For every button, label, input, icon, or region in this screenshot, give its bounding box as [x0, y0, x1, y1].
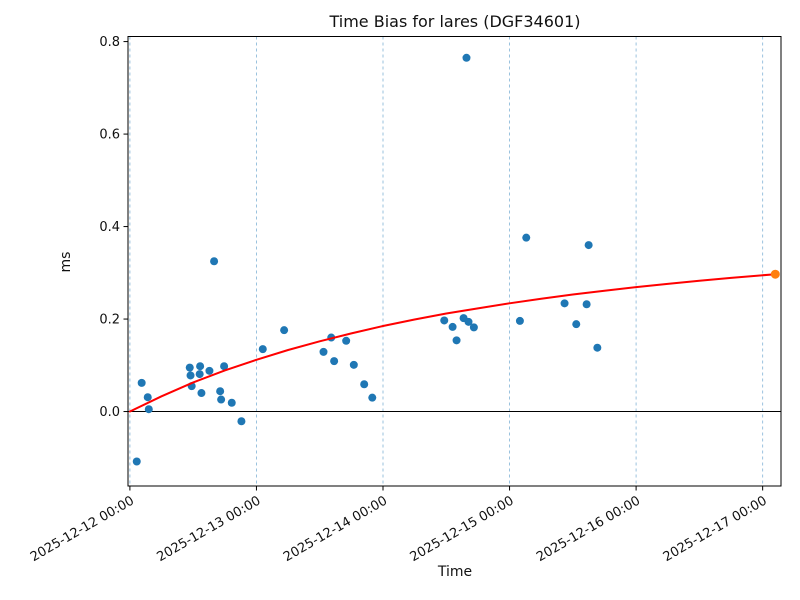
- chart-title: Time Bias for lares (DGF34601): [329, 12, 581, 31]
- scatter-point: [560, 299, 569, 308]
- y-axis-label: ms: [58, 251, 74, 273]
- scatter-point: [342, 336, 351, 345]
- scatter-point: [330, 357, 339, 366]
- scatter-point: [220, 362, 229, 371]
- x-tick-label: 2025-12-14 00:00: [281, 493, 390, 565]
- scatter-point: [368, 393, 377, 402]
- plot-border: [127, 36, 782, 487]
- scatter-point: [196, 362, 205, 371]
- scatter-point: [258, 345, 267, 354]
- scatter-point: [593, 343, 602, 352]
- scatter-point: [319, 347, 328, 356]
- y-tick-label: 0.0: [99, 405, 120, 420]
- scatter-point: [462, 53, 471, 62]
- scatter-point: [227, 398, 236, 407]
- fit-curve: [128, 273, 777, 413]
- scatter-point: [452, 336, 461, 345]
- scatter-point: [205, 366, 214, 375]
- scatter-point: [448, 322, 457, 331]
- scatter-point: [360, 380, 369, 389]
- scatter-point: [186, 371, 195, 380]
- x-tick-label: 2025-12-15 00:00: [408, 493, 517, 565]
- y-tick-label: 0.4: [99, 220, 120, 235]
- scatter-point: [464, 317, 473, 326]
- prediction-point: [770, 269, 780, 279]
- scatter-point: [143, 393, 152, 402]
- scatter-point: [144, 405, 153, 414]
- scatter-point: [217, 395, 226, 404]
- scatter-point: [469, 323, 478, 332]
- scatter-point: [582, 300, 591, 309]
- scatter-point: [440, 316, 449, 325]
- scatter-point: [210, 257, 219, 266]
- x-tick-label: 2025-12-12 00:00: [28, 493, 137, 565]
- scatter-point: [216, 387, 225, 396]
- x-tick-label: 2025-12-16 00:00: [534, 493, 643, 565]
- scatter-point: [584, 241, 593, 250]
- scatter-point: [515, 316, 524, 325]
- x-tick-label: 2025-12-13 00:00: [154, 493, 263, 565]
- scatter-point: [522, 233, 531, 242]
- scatter-point: [197, 389, 206, 398]
- y-tick-label: 0.6: [99, 128, 120, 143]
- scatter-point: [137, 378, 146, 387]
- y-tick-label: 0.8: [99, 35, 120, 50]
- y-tick-label: 0.2: [99, 313, 120, 328]
- scatter-point: [132, 457, 141, 466]
- scatter-point: [349, 360, 358, 369]
- scatter-point: [572, 320, 581, 329]
- x-axis-label: Time: [437, 564, 473, 580]
- scatter-point: [280, 326, 289, 335]
- scatter-point: [195, 370, 204, 379]
- scatter-point: [237, 417, 246, 426]
- scatter-point: [185, 363, 194, 372]
- x-tick-label: 2025-12-17 00:00: [661, 493, 770, 565]
